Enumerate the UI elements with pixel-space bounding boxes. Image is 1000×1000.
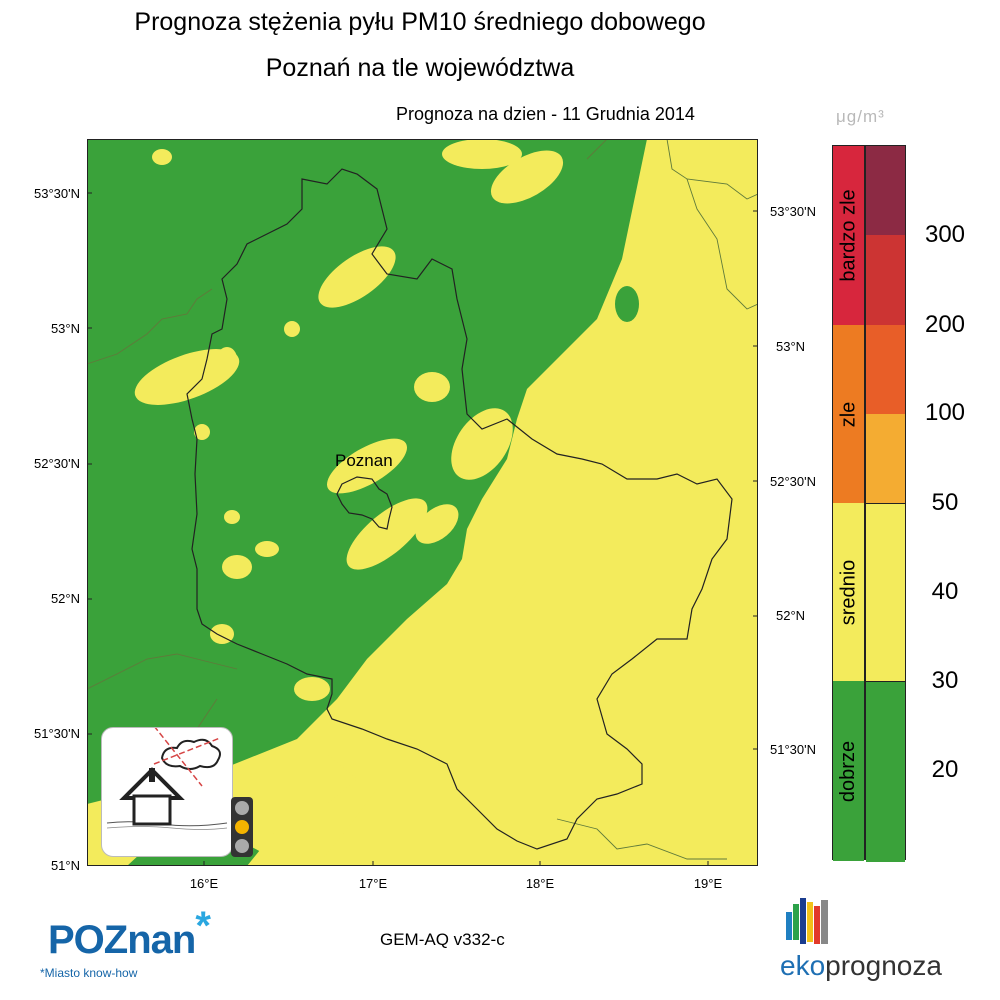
yellow-patch — [490, 150, 564, 204]
legend-swatch-dobrze — [833, 681, 864, 861]
legend-level: 200 — [924, 311, 966, 338]
legend-category-label: srednio — [837, 559, 860, 625]
lat-label-right: 52°30'N — [770, 474, 816, 489]
yellow-patch — [318, 246, 396, 308]
lon-label: 17°E — [358, 876, 388, 891]
legend-scale-swatch — [866, 681, 905, 862]
lat-label-left: 51°30'N — [34, 726, 80, 741]
forecast-date: Prognoza na dzien - 11 Grudnia 2014 — [396, 104, 695, 124]
legend-level: 30 — [931, 667, 959, 694]
legend-swatch-bardzo-zle — [833, 146, 864, 325]
yellow-patch — [284, 321, 300, 337]
region-border — [186, 168, 733, 850]
legend-level: 300 — [924, 221, 966, 248]
legend-swatch-srednio — [833, 503, 864, 681]
lon-label: 16°E — [189, 876, 219, 891]
legend-unit: μg/m³ — [836, 107, 885, 126]
lat-label-right: 51°30'N — [770, 742, 816, 757]
yellow-zone-south-west — [247, 579, 527, 866]
model-version: GEM-AQ v332-c — [380, 930, 505, 949]
legend-level: 20 — [931, 756, 959, 783]
yellow-patch — [194, 424, 210, 440]
legend-category-bar: bardzo zle zle srednio dobrze — [832, 145, 865, 861]
poznan-logo-text: POZnan — [48, 918, 196, 962]
yellow-patch — [134, 349, 240, 405]
lat-label-left: 53°30'N — [34, 186, 80, 201]
lat-label-right: 53°30'N — [770, 204, 816, 219]
poznan-tagline: *Miasto know-how — [40, 966, 138, 980]
traffic-light — [231, 797, 253, 857]
ekoprognoza-logo[interactable]: ekoprognoza — [780, 950, 942, 981]
lat-label-left: 52°N — [50, 591, 80, 606]
lon-label: 19°E — [693, 876, 723, 891]
ekoprognoza-logo-icon — [784, 898, 834, 951]
yellow-patch — [222, 555, 252, 579]
yellow-patch — [442, 139, 522, 169]
lon-label: 18°E — [525, 876, 555, 891]
legend-scale-bar — [865, 145, 906, 862]
legend-scale-swatch — [866, 325, 905, 414]
legend-level: 100 — [924, 399, 966, 426]
lat-label-left: 53°N — [50, 321, 80, 336]
green-patch — [615, 286, 639, 322]
star-icon: * — [195, 904, 211, 948]
lat-label-left: 52°30'N — [34, 456, 80, 471]
city-label: Poznan — [335, 451, 393, 470]
lat-label-right: 52°N — [776, 608, 806, 623]
yellow-patch — [415, 504, 459, 544]
legend-level: 40 — [931, 578, 959, 605]
lat-label-right: 53°N — [776, 339, 806, 354]
yellow-patch — [152, 149, 172, 165]
traffic-light-lamp-bottom — [235, 839, 249, 853]
yellow-patch — [217, 347, 237, 371]
neighbor-borders — [86, 138, 759, 860]
smog-house-icon — [106, 725, 228, 830]
traffic-light-lamp-top — [235, 801, 249, 815]
poznan-city-border — [336, 476, 393, 530]
yellow-patch — [414, 372, 450, 402]
legend-category-label: zle — [837, 401, 860, 427]
map-title: Prognoza stężenia pyłu PM10 średniego do… — [134, 8, 706, 36]
legend-category-label: dobrze — [837, 740, 860, 802]
legend-swatch-zle — [833, 325, 864, 503]
yellow-patch — [224, 510, 240, 524]
poznan-logo[interactable]: POZnan* — [48, 904, 211, 963]
legend-category-label: bardzo zle — [837, 189, 860, 282]
forecast-map: Poznan — [86, 138, 759, 867]
yellow-patch — [294, 677, 330, 701]
smog-indicator-card — [101, 725, 233, 857]
legend-scale-swatch — [866, 414, 905, 503]
yellow-patch — [346, 498, 428, 570]
yellow-patch — [327, 438, 407, 494]
map-frame — [87, 139, 758, 866]
legend-scale-swatch — [866, 146, 905, 235]
legend-scale-swatch — [866, 503, 905, 682]
map-subtitle: Poznań na tle województwa — [265, 54, 575, 82]
legend-scale-swatch — [866, 235, 905, 325]
lat-label-left: 51°N — [50, 858, 80, 873]
legend-level: 50 — [931, 489, 959, 516]
yellow-zone-main — [87, 139, 758, 866]
traffic-light-lamp-amber — [235, 820, 249, 834]
yellow-patch — [451, 408, 513, 480]
yellow-patch — [255, 541, 279, 557]
